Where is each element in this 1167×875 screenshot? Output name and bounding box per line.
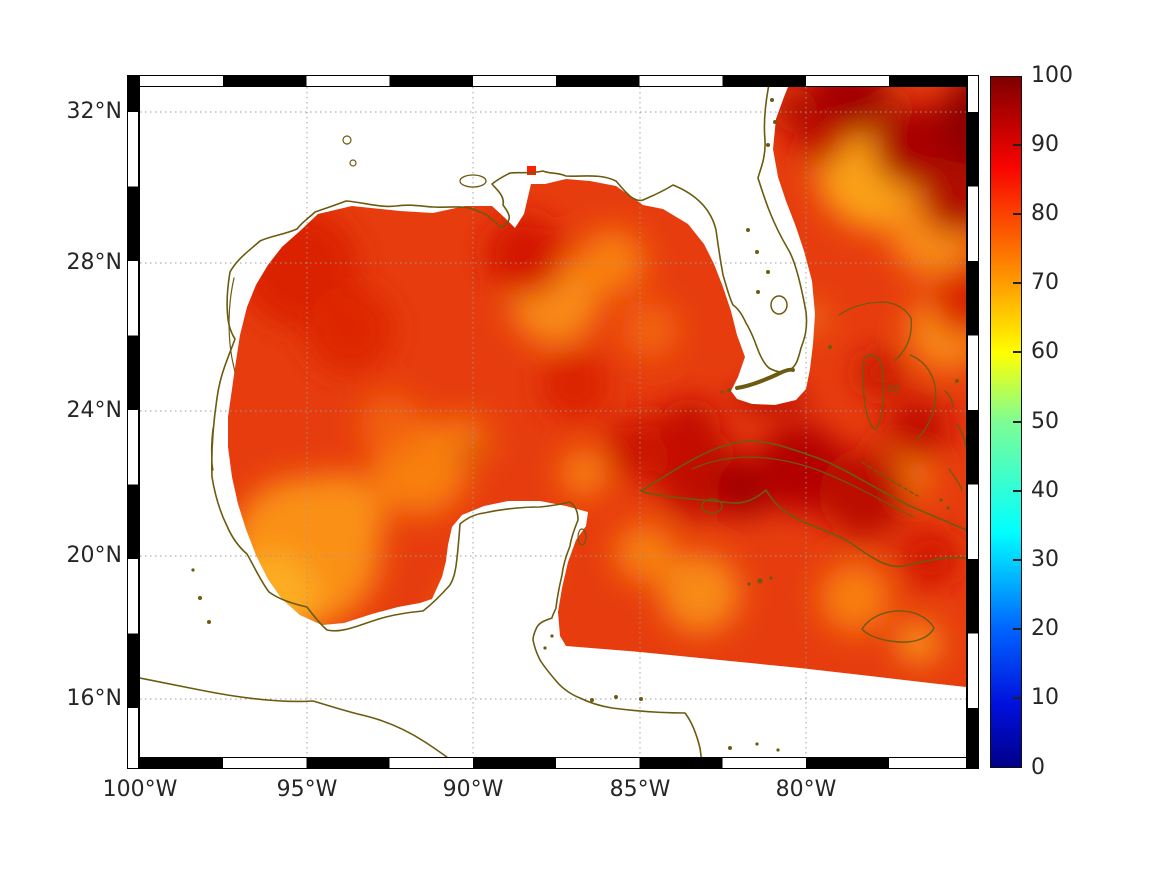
x-tick-90w: 90°W [442, 777, 504, 802]
colorbar-tick-50 [1013, 421, 1021, 423]
colorbar-label-60: 60 [1031, 339, 1059, 364]
y-tick-16n: 16°N [66, 686, 122, 711]
data-pixel-louisiana [527, 166, 536, 175]
colorbar-label-20: 20 [1031, 616, 1059, 641]
colorbar-label-80: 80 [1031, 201, 1059, 226]
colorbar-tick-40 [1013, 490, 1021, 492]
colorbar-label-50: 50 [1031, 409, 1059, 434]
y-tick-28n: 28°N [66, 250, 122, 275]
colorbar-label-90: 90 [1031, 132, 1059, 157]
y-tick-32n: 32°N [66, 99, 122, 124]
x-tick-85w: 85°W [609, 777, 671, 802]
colorbar-tick-80 [1013, 213, 1021, 215]
map-canvas [140, 87, 966, 757]
colorbar-label-10: 10 [1031, 685, 1059, 710]
colorbar-label-30: 30 [1031, 547, 1059, 572]
colorbar-tick-60 [1013, 351, 1021, 353]
x-tick-95w: 95°W [276, 777, 338, 802]
map-frame-top [139, 75, 967, 87]
y-tick-20n: 20°N [66, 543, 122, 568]
colorbar-tick-10 [1013, 697, 1021, 699]
colorbar-tick-90 [1013, 144, 1021, 146]
graticule [140, 87, 966, 757]
colorbar-label-40: 40 [1031, 478, 1059, 503]
data-field [228, 87, 966, 687]
colorbar-tick-30 [1013, 559, 1021, 561]
map-frame-bottom [139, 757, 967, 769]
map-frame-right [967, 75, 979, 769]
colorbar-label-70: 70 [1031, 270, 1059, 295]
colorbar-label-100: 100 [1031, 63, 1073, 88]
map-frame-left [127, 75, 139, 769]
y-tick-24n: 24°N [66, 398, 122, 423]
x-tick-80w: 80°W [775, 777, 837, 802]
colorbar-tick-20 [1013, 628, 1021, 630]
coastline-paths [140, 87, 966, 757]
colorbar-tick-70 [1013, 282, 1021, 284]
x-tick-100w: 100°W [102, 777, 178, 802]
colorbar-label-0: 0 [1031, 755, 1045, 780]
